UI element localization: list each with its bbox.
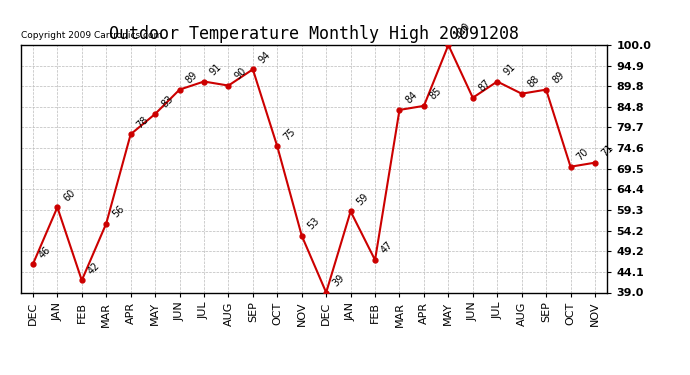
Text: 42: 42 <box>86 260 102 276</box>
Text: 100: 100 <box>453 21 473 41</box>
Text: 91: 91 <box>502 62 517 77</box>
Text: 53: 53 <box>306 216 322 231</box>
Text: 91: 91 <box>208 62 224 77</box>
Text: 75: 75 <box>282 126 297 142</box>
Title: Outdoor Temperature Monthly High 20091208: Outdoor Temperature Monthly High 2009120… <box>109 26 519 44</box>
Text: 60: 60 <box>61 188 77 203</box>
Text: 94: 94 <box>257 50 273 65</box>
Text: Copyright 2009 Cartronics.com: Copyright 2009 Cartronics.com <box>21 31 162 40</box>
Text: 39: 39 <box>331 273 346 288</box>
Text: 88: 88 <box>526 74 542 90</box>
Text: 46: 46 <box>37 244 53 260</box>
Text: 84: 84 <box>404 90 420 106</box>
Text: 56: 56 <box>110 204 126 219</box>
Text: 85: 85 <box>428 86 444 102</box>
Text: 59: 59 <box>355 191 371 207</box>
Text: 83: 83 <box>159 94 175 110</box>
Text: 70: 70 <box>575 147 591 162</box>
Text: 89: 89 <box>184 70 199 86</box>
Text: 90: 90 <box>233 66 248 81</box>
Text: 71: 71 <box>599 142 615 159</box>
Text: 89: 89 <box>550 70 566 86</box>
Text: 87: 87 <box>477 78 493 94</box>
Text: 78: 78 <box>135 114 150 130</box>
Text: 47: 47 <box>380 240 395 256</box>
